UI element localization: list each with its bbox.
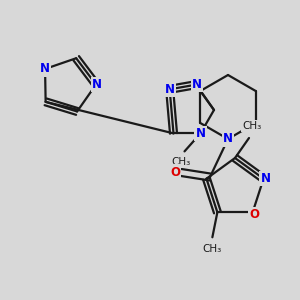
Text: N: N bbox=[223, 133, 233, 146]
Text: N: N bbox=[260, 172, 271, 185]
Text: CH₃: CH₃ bbox=[242, 121, 262, 131]
Text: N: N bbox=[165, 83, 175, 96]
Text: O: O bbox=[250, 208, 260, 221]
Text: N: N bbox=[40, 62, 50, 75]
Text: N: N bbox=[192, 78, 202, 91]
Text: N: N bbox=[92, 78, 102, 91]
Text: CH₃: CH₃ bbox=[171, 158, 190, 167]
Text: CH₃: CH₃ bbox=[203, 244, 222, 254]
Text: N: N bbox=[196, 127, 206, 140]
Text: O: O bbox=[170, 166, 180, 178]
